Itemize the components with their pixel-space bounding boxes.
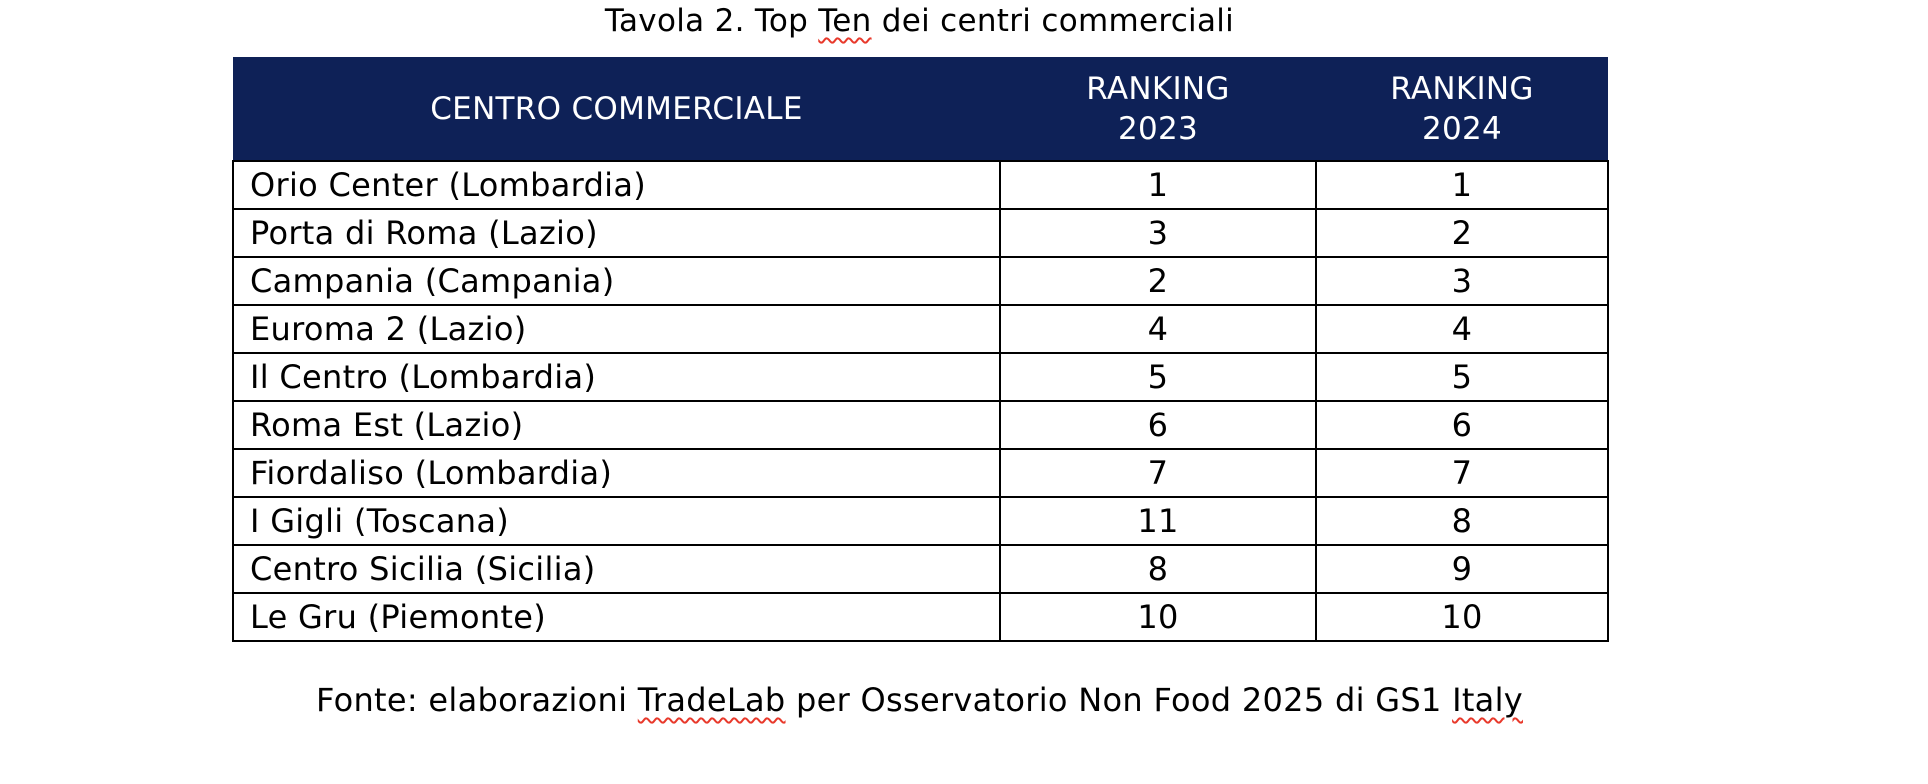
header-cell-ranking-2023: RANKING 2023	[1000, 57, 1316, 161]
source-note-text: Fonte: elaborazioni	[316, 681, 638, 719]
cell-ranking-2024: 2	[1315, 208, 1609, 258]
cell-center-name: Campania (Campania)	[232, 256, 1001, 306]
cell-ranking-2023: 2	[999, 256, 1317, 306]
table-header: CENTRO COMMERCIALE RANKING 2023 RANKING …	[233, 57, 1608, 161]
source-note-misspelled-tradelab: TradeLab	[637, 681, 786, 719]
title-text: Tavola 2. Top	[604, 3, 819, 39]
table-body: Orio Center (Lombardia) 1 1 Porta di Rom…	[232, 160, 1609, 642]
title-text: dei centri commerciali	[871, 3, 1235, 39]
source-note: Fonte: elaborazioni TradeLab per Osserva…	[232, 680, 1607, 720]
cell-ranking-2023: 8	[999, 544, 1317, 594]
cell-ranking-2023: 6	[999, 400, 1317, 450]
cell-center-name: Roma Est (Lazio)	[232, 400, 1001, 450]
header-cell-ranking-2024: RANKING 2024	[1316, 57, 1608, 161]
cell-ranking-2023: 10	[999, 592, 1317, 642]
cell-ranking-2024: 1	[1315, 160, 1609, 210]
cell-center-name: Le Gru (Piemonte)	[232, 592, 1001, 642]
table-row: I Gigli (Toscana) 11 8	[232, 496, 1609, 546]
ranking-table: CENTRO COMMERCIALE RANKING 2023 RANKING …	[232, 57, 1609, 642]
cell-ranking-2024: 5	[1315, 352, 1609, 402]
table-row: Porta di Roma (Lazio) 3 2	[232, 208, 1609, 258]
cell-ranking-2023: 4	[999, 304, 1317, 354]
cell-ranking-2024: 8	[1315, 496, 1609, 546]
header-cell-centro-commerciale: CENTRO COMMERCIALE	[233, 57, 1000, 161]
table-row: Il Centro (Lombardia) 5 5	[232, 352, 1609, 402]
cell-ranking-2024: 3	[1315, 256, 1609, 306]
cell-ranking-2023: 11	[999, 496, 1317, 546]
table-row: Centro Sicilia (Sicilia) 8 9	[232, 544, 1609, 594]
source-note-misspelled-italy: Italy	[1452, 681, 1523, 719]
cell-ranking-2023: 3	[999, 208, 1317, 258]
cell-center-name: Porta di Roma (Lazio)	[232, 208, 1001, 258]
cell-ranking-2023: 7	[999, 448, 1317, 498]
cell-center-name: Euroma 2 (Lazio)	[232, 304, 1001, 354]
cell-ranking-2023: 1	[999, 160, 1317, 210]
cell-ranking-2024: 9	[1315, 544, 1609, 594]
cell-ranking-2023: 5	[999, 352, 1317, 402]
page-title: Tavola 2. Top Ten dei centri commerciali	[232, 0, 1607, 42]
cell-ranking-2024: 7	[1315, 448, 1609, 498]
cell-center-name: Il Centro (Lombardia)	[232, 352, 1001, 402]
cell-center-name: I Gigli (Toscana)	[232, 496, 1001, 546]
table-row: Le Gru (Piemonte) 10 10	[232, 592, 1609, 642]
title-misspelled-word: Ten	[818, 3, 872, 39]
table-row: Roma Est (Lazio) 6 6	[232, 400, 1609, 450]
cell-ranking-2024: 6	[1315, 400, 1609, 450]
cell-center-name: Centro Sicilia (Sicilia)	[232, 544, 1001, 594]
cell-ranking-2024: 10	[1315, 592, 1609, 642]
table-header-row: CENTRO COMMERCIALE RANKING 2023 RANKING …	[233, 57, 1608, 161]
cell-center-name: Fiordaliso (Lombardia)	[232, 448, 1001, 498]
table-row: Campania (Campania) 2 3	[232, 256, 1609, 306]
cell-center-name: Orio Center (Lombardia)	[232, 160, 1001, 210]
table-row: Euroma 2 (Lazio) 4 4	[232, 304, 1609, 354]
table-row: Orio Center (Lombardia) 1 1	[232, 160, 1609, 210]
source-note-text: per Osservatorio Non Food 2025 di GS1	[785, 681, 1453, 719]
cell-ranking-2024: 4	[1315, 304, 1609, 354]
table-row: Fiordaliso (Lombardia) 7 7	[232, 448, 1609, 498]
